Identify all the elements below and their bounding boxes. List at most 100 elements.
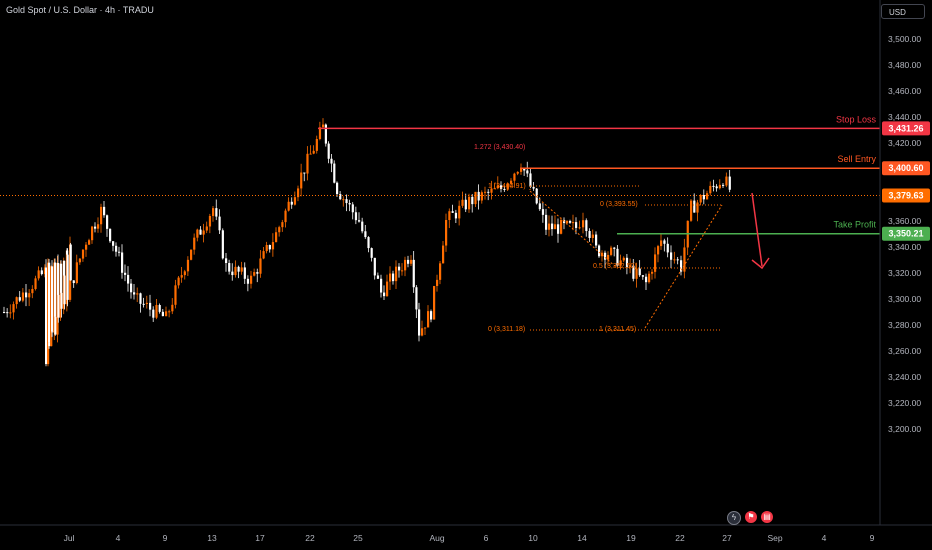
- candle-body: [503, 188, 506, 190]
- symbol-title[interactable]: Gold Spot / U.S. Dollar · 4h · TRADU: [6, 5, 154, 15]
- candle-body: [34, 278, 37, 289]
- candle-body: [63, 275, 66, 305]
- candle-body: [474, 191, 477, 205]
- sell-entry-label: Sell Entry: [837, 154, 876, 164]
- calendar-icon[interactable]: ▤: [761, 511, 773, 523]
- price-tick: 3,320.00: [888, 268, 921, 278]
- candle-body: [243, 267, 246, 279]
- candle-body: [218, 216, 221, 231]
- take-profit-level[interactable]: Take Profit: [617, 220, 880, 235]
- fib-label-top: 1 (3,404.91): [488, 183, 526, 190]
- candle-body: [566, 220, 569, 224]
- candle-body: [702, 195, 705, 200]
- candle-body: [215, 208, 218, 217]
- candle-body: [177, 277, 180, 286]
- candle-body: [666, 243, 669, 253]
- candle-body: [693, 200, 696, 213]
- candle-body: [290, 201, 293, 205]
- candle-body: [278, 227, 281, 233]
- candle-body: [118, 251, 121, 253]
- candle-body: [588, 231, 591, 238]
- sell-projection-arrow[interactable]: [751, 192, 770, 270]
- candle-body: [389, 273, 392, 282]
- candle-body: [300, 172, 303, 189]
- stop-loss-level[interactable]: Stop Loss: [318, 114, 880, 130]
- candle-body: [585, 220, 588, 232]
- candle-body: [541, 209, 545, 215]
- candle-body: [548, 223, 551, 230]
- candle-body: [345, 199, 348, 204]
- candle-body: [72, 280, 75, 284]
- candle-body: [622, 257, 625, 261]
- time-tick: 9: [163, 533, 168, 543]
- price-tick: 3,440.00: [888, 112, 921, 122]
- price-tick: 3,480.00: [888, 60, 921, 70]
- candle-body: [690, 200, 693, 221]
- candle-body: [6, 312, 9, 314]
- candle-body: [246, 278, 250, 284]
- candle-body: [348, 203, 351, 205]
- take-profit-label: Take Profit: [833, 220, 876, 230]
- candle-body: [395, 266, 398, 282]
- candle-body: [168, 311, 171, 313]
- fib-extension-drawing[interactable]: [529, 185, 723, 331]
- price-tick: 3,420.00: [888, 138, 921, 148]
- fib-label-mid: 0.5 (3,352.50): [593, 263, 637, 270]
- price-tick: 3,360.00: [888, 216, 921, 226]
- candle-body: [412, 259, 415, 288]
- candle-body: [54, 262, 57, 317]
- candle-body: [670, 252, 673, 260]
- candle-body: [297, 188, 300, 198]
- candle-body: [202, 230, 205, 235]
- candle-body: [106, 215, 109, 229]
- sell-entry-level[interactable]: Sell Entry: [520, 154, 880, 169]
- candle-body: [97, 224, 100, 229]
- candle-body: [418, 309, 421, 336]
- candle-body: [421, 328, 424, 336]
- candle-body: [309, 153, 312, 155]
- candle-body: [155, 304, 158, 318]
- current-price-tag: 3,379.63: [882, 188, 930, 203]
- time-tick: 10: [528, 533, 538, 543]
- candle-body: [228, 263, 231, 272]
- time-tick: 4: [822, 533, 827, 543]
- candle-body: [454, 212, 458, 219]
- candle-body: [367, 237, 370, 249]
- candle-body: [493, 188, 496, 190]
- candle-body: [424, 327, 427, 329]
- candle-body: [373, 257, 376, 276]
- candle-body: [121, 252, 124, 273]
- candle-body: [484, 191, 487, 193]
- candle-body: [625, 257, 629, 267]
- candle-body: [386, 281, 389, 297]
- candle-body: [9, 312, 12, 314]
- currency-selector[interactable]: USD: [881, 4, 925, 19]
- candle-body: [57, 262, 60, 295]
- candle-body: [696, 202, 699, 213]
- candle-body: [673, 259, 676, 261]
- candle-body: [430, 311, 433, 320]
- candle-body: [557, 224, 560, 234]
- candle-body: [25, 292, 28, 298]
- flag-icon[interactable]: ⚑: [745, 511, 757, 523]
- candle-body: [392, 273, 395, 282]
- candle-body: [575, 222, 578, 228]
- time-tick: 27: [722, 533, 732, 543]
- candle-body: [43, 267, 47, 275]
- candle-body: [410, 259, 413, 264]
- candle-body: [496, 185, 499, 189]
- fib-label-bottom: 1 (3,311.45): [599, 326, 636, 333]
- candle-body: [569, 220, 572, 223]
- candle-body: [91, 226, 94, 241]
- time-tick: 17: [255, 533, 265, 543]
- candle-body: [109, 228, 112, 242]
- lightning-icon[interactable]: ϟ: [727, 511, 741, 525]
- candle-body: [657, 246, 660, 255]
- candle-body: [66, 250, 69, 255]
- candle-body: [81, 249, 85, 259]
- svg-text:3,431.26: 3,431.26: [888, 123, 923, 133]
- candle-body: [196, 229, 199, 238]
- candle-body: [560, 219, 563, 234]
- candle-body: [506, 183, 509, 190]
